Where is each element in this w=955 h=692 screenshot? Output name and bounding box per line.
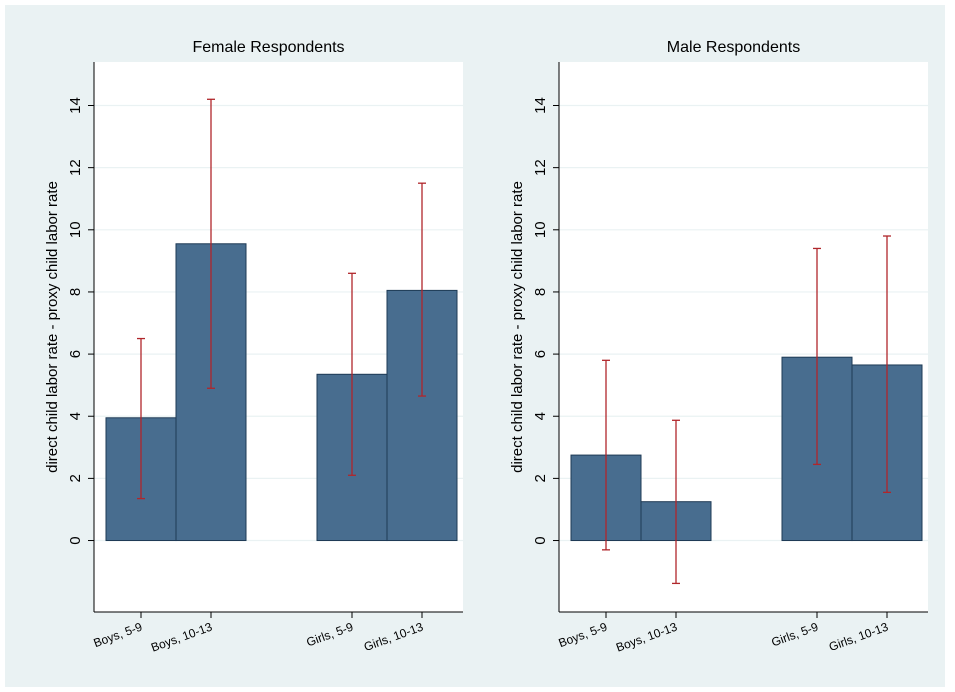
x-tick-label: Boys, 5-9 [557,620,610,651]
chart-male-respondents: Male Respondents 0 2 4 6 8 10 12 14 direct child … [509,39,928,655]
y-tick-label: 2 [67,474,84,482]
y-tick-label: 4 [532,412,549,420]
y-tick-label: 0 [67,536,84,544]
chart-female-respondents: Female Respondents 0 2 4 6 8 10 12 14 direct chil… [44,39,463,655]
y-tick-label: 6 [67,350,84,358]
y-tick-label: 14 [67,97,84,114]
y-tick-label: 0 [532,536,549,544]
x-tick-label: Girls, 10-13 [827,620,890,654]
y-tick-label: 10 [532,221,549,238]
x-tick-label: Girls, 5-9 [769,620,820,650]
panel-male-respondents: Male Respondents 0 2 4 6 8 10 12 14 direct child … [470,5,940,687]
y-tick-label: 2 [532,474,549,482]
figure: Female Respondents 0 2 4 6 8 10 12 14 direct chil… [5,5,945,687]
x-tick-label: Girls, 5-9 [304,620,355,650]
x-tick-label: Boys, 10-13 [614,620,679,655]
y-tick-label: 8 [532,288,549,296]
y-tick-label: 10 [67,221,84,238]
x-tick-label: Boys, 5-9 [92,620,145,651]
y-tick-label: 4 [67,412,84,420]
y-tick-label: 6 [532,350,549,358]
chart-title: Male Respondents [667,39,800,56]
y-axis-label: direct child labor rate - proxy child la… [44,181,61,473]
y-tick-label: 8 [67,288,84,296]
panel-female-respondents: Female Respondents 0 2 4 6 8 10 12 14 direct chil… [5,5,475,687]
x-tick-label: Boys, 10-13 [149,620,214,655]
x-tick-label: Girls, 10-13 [362,620,425,654]
y-tick-label: 12 [532,159,549,176]
y-tick-label: 14 [532,97,549,114]
chart-title: Female Respondents [192,39,344,56]
y-axis-label: direct child labor rate - proxy child la… [509,181,526,473]
y-tick-label: 12 [67,159,84,176]
